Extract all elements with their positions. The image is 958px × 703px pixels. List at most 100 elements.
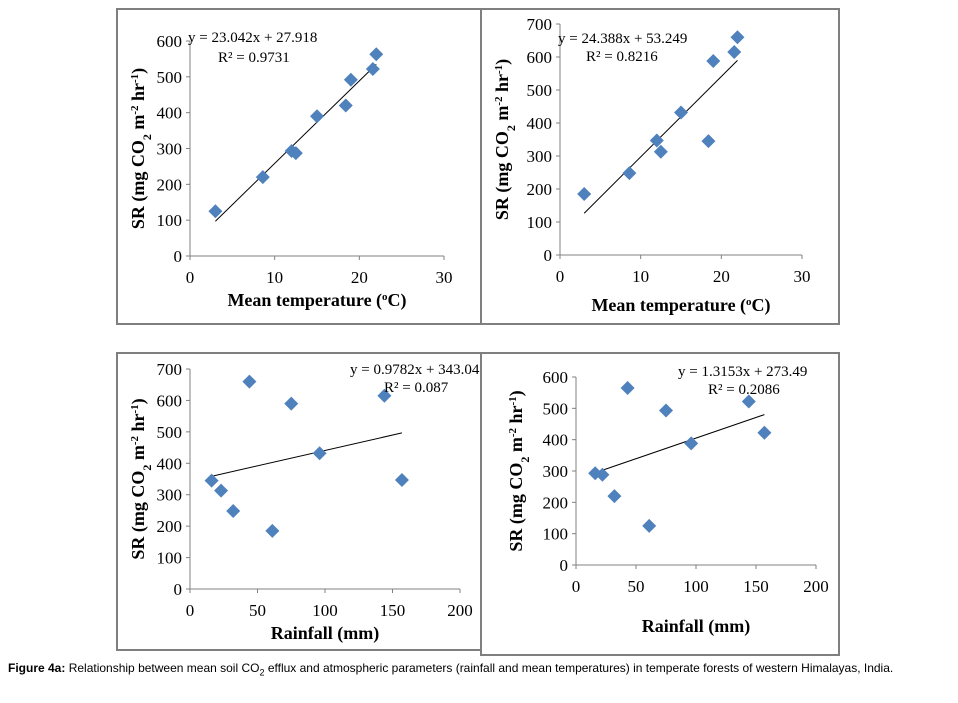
- data-point-marker: [684, 436, 699, 451]
- data-point-marker: [226, 504, 241, 519]
- y-tick-label: 600: [157, 32, 183, 51]
- scatter-chart-rainfall-1: 0 100 200 300 400 500 600 700 0 50 100 150 200 y = 0.…: [128, 360, 480, 644]
- x-axis-label-text: Mean temperature (: [591, 295, 746, 316]
- y-tick-label: 400: [527, 114, 553, 133]
- y-tick-label: 300: [527, 147, 553, 166]
- y-axis-label: SR (mg CO2 m-2 hr-1): [128, 68, 154, 229]
- y-axis-label-text: SR (mg CO: [492, 131, 513, 220]
- y-tick-label: 400: [157, 104, 183, 123]
- y-axis-label-text: m: [492, 106, 512, 126]
- x-axis-label-superscript: o: [382, 291, 388, 303]
- y-axis-label-superscript: -2: [493, 96, 505, 106]
- r-squared-label: R² = 0.8216: [586, 49, 658, 65]
- y-axis-label-text: hr: [506, 405, 526, 428]
- caption-text-1: Relationship between mean soil CO: [65, 661, 260, 675]
- y-tick-label: 400: [543, 431, 569, 450]
- scatter-chart-temperature-2: 0 100 200 300 400 500 600 700 0 10 20 30 y = 24.388x…: [492, 15, 811, 316]
- y-axis-label: SR (mg CO2 m-2 hr-1): [128, 398, 154, 559]
- y-axis-label-superscript: -1: [129, 404, 141, 413]
- data-point-marker: [659, 403, 673, 418]
- y-axis-label-text: m: [128, 115, 148, 135]
- scatter-chart-rainfall-2: 0 100 200 300 400 500 600 0 50 100 150 200 y = 1.315…: [506, 364, 829, 637]
- x-tick-label: 0: [186, 268, 195, 287]
- y-axis-label-text: ): [506, 390, 527, 396]
- data-point-marker: [208, 204, 223, 219]
- y-axis-label-subscript: 2: [140, 134, 154, 140]
- caption-text-2: efflux and atmospheric parameters (rainf…: [264, 661, 894, 675]
- regression-equation: y = 0.9782x + 343.04: [350, 362, 480, 378]
- y-axis-label-text: hr: [128, 83, 148, 106]
- y-axis-label-text: ): [128, 398, 149, 404]
- x-tick-label: 30: [436, 268, 453, 287]
- x-tick-label: 20: [351, 268, 368, 287]
- r-squared-label: R² = 0.2086: [708, 382, 780, 398]
- y-axis-label-text: SR (mg CO: [128, 140, 149, 229]
- y-tick-label: 200: [157, 175, 183, 194]
- trend-line: [210, 432, 403, 478]
- regression-equation: y = 24.388x + 53.249: [558, 31, 687, 47]
- y-axis-label: SR (mg CO2 m-2 hr-1): [506, 390, 532, 551]
- data-point-marker: [706, 53, 721, 68]
- y-axis-label-superscript: -1: [507, 396, 519, 405]
- data-point-marker: [343, 72, 358, 87]
- data-point-marker: [242, 374, 257, 389]
- y-axis-label-superscript: -1: [129, 74, 141, 83]
- x-tick-label: 200: [803, 577, 829, 596]
- y-axis-label-text: SR (mg CO: [128, 471, 149, 560]
- chart-panel-temperature-top-left: 0 100 200 300 400 500 600 0 10 20 30 y = 23.042x + …: [116, 8, 482, 325]
- y-tick-label: 600: [527, 48, 553, 67]
- y-tick-label: 300: [543, 462, 569, 481]
- data-point-marker: [588, 466, 603, 481]
- y-axis-label-text: m: [128, 445, 148, 465]
- y-axis-label-superscript: -2: [129, 105, 141, 115]
- data-point-marker: [394, 472, 409, 487]
- y-tick-label: 0: [174, 247, 183, 266]
- y-axis-label-subscript: 2: [504, 125, 518, 131]
- r-squared-label: R² = 0.9731: [218, 50, 290, 66]
- y-tick-label: 200: [543, 493, 569, 512]
- y-axis-label-superscript: -1: [493, 65, 505, 74]
- data-point-marker: [310, 109, 324, 124]
- x-tick-label: 20: [713, 267, 730, 286]
- y-tick-label: 300: [157, 140, 183, 159]
- y-tick-label: 0: [174, 580, 183, 599]
- trend-line: [583, 60, 738, 214]
- data-point-marker: [642, 518, 657, 533]
- x-axis-label-text: Mean temperature (: [227, 290, 382, 311]
- y-axis-label: SR (mg CO2 m-2 hr-1): [492, 59, 518, 220]
- x-tick-label: 150: [380, 601, 406, 620]
- x-axis-label-text: Rainfall (mm): [642, 616, 750, 637]
- y-tick-label: 100: [157, 211, 183, 230]
- data-point-marker: [265, 523, 280, 538]
- caption-subscript: 2: [259, 667, 265, 678]
- data-point-marker: [674, 105, 688, 120]
- r-squared-label: R² = 0.087: [384, 380, 449, 396]
- data-point-marker: [701, 134, 716, 149]
- y-axis-label-text: hr: [128, 413, 148, 436]
- data-point-marker: [595, 467, 610, 482]
- data-point-marker: [312, 446, 327, 461]
- x-tick-label: 0: [572, 577, 581, 596]
- data-point-marker: [377, 388, 392, 403]
- caption-label: Figure 4a:: [8, 661, 66, 675]
- x-tick-label: 50: [628, 577, 645, 596]
- trend-line: [593, 414, 765, 474]
- regression-equation: y = 23.042x + 27.918: [188, 30, 317, 46]
- data-point-marker: [577, 186, 592, 201]
- data-point-marker: [255, 170, 270, 185]
- x-tick-label: 150: [743, 577, 769, 596]
- x-axis-label: Rainfall (mm): [642, 616, 750, 637]
- x-tick-label: 30: [794, 267, 811, 286]
- x-tick-label: 0: [186, 601, 195, 620]
- x-axis-label: Rainfall (mm): [271, 623, 379, 644]
- chart-panel-rainfall-bottom-left: 0 100 200 300 400 500 600 700 0 50 100 150 200 y = 0.…: [116, 352, 482, 651]
- data-point-marker: [653, 144, 668, 159]
- data-point-marker: [607, 489, 622, 504]
- data-point-marker: [288, 146, 303, 161]
- y-tick-label: 400: [157, 454, 183, 473]
- data-point-marker: [214, 483, 229, 498]
- y-tick-label: 700: [157, 360, 183, 379]
- y-tick-label: 500: [527, 81, 553, 100]
- x-tick-label: 100: [312, 601, 338, 620]
- data-point-marker: [727, 45, 742, 60]
